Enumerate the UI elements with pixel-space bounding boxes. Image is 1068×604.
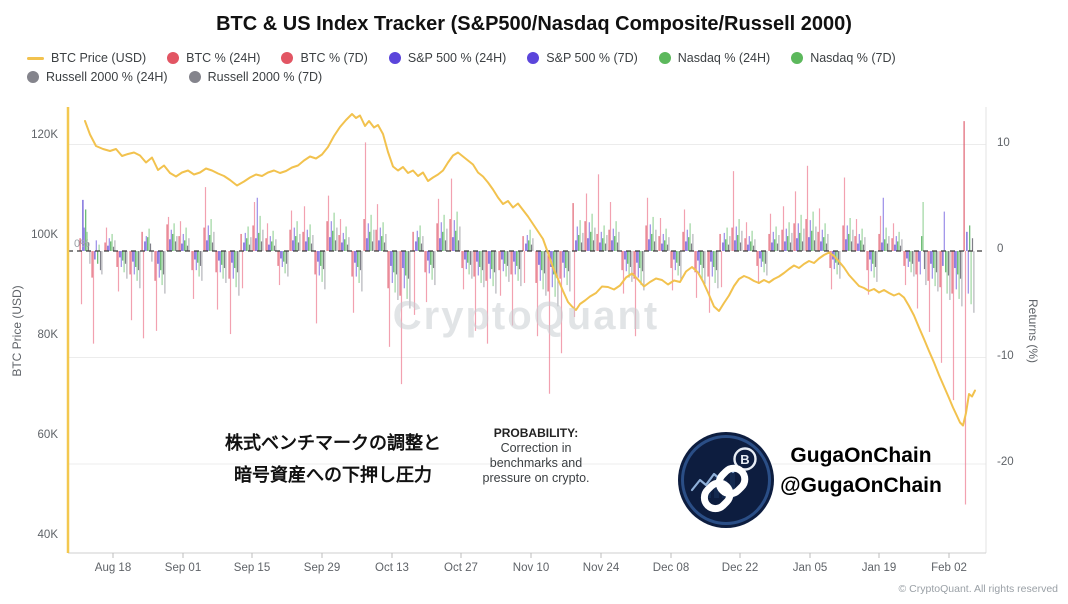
legend-dot-marker-icon [167, 52, 180, 64]
y-tick-label-left: 120K [31, 129, 58, 141]
legend-dot-marker-icon [658, 52, 671, 64]
x-tick-label: Feb 02 [931, 562, 967, 574]
probability-annotation: PROBABILITY: Correction in benchmarks an… [450, 426, 622, 486]
legend-item-3[interactable]: S&P 500 % (24H) [388, 51, 507, 65]
x-tick-label: Sep 15 [233, 562, 271, 574]
y-tick-label-right: 10 [997, 136, 1010, 149]
japanese-annotation-line1: 株式ベンチマークの調整と [225, 433, 441, 453]
y-tick-label-right: 0 [997, 243, 1004, 255]
copyright-note: © CryptoQuant. All rights reserved [898, 583, 1058, 595]
probability-title: PROBABILITY: [493, 426, 579, 440]
x-tick-label: Nov 24 [582, 562, 620, 574]
probability-line: benchmarks and [489, 456, 583, 470]
legend-dot-marker-icon [188, 71, 201, 83]
legend-label: Nasdaq % (24H) [677, 51, 771, 65]
x-tick-label: Aug 18 [94, 562, 132, 574]
legend-label: Russell 2000 % (24H) [46, 70, 168, 84]
zero-line-label: 0% [74, 238, 90, 250]
y-tick-label-right: -20 [997, 456, 1014, 468]
btc-price-line [84, 113, 976, 427]
y-tick-label-left: 60K [37, 429, 58, 441]
legend-item-1[interactable]: BTC % (24H) [167, 51, 260, 65]
legend-item-6[interactable]: Nasdaq % (7D) [791, 51, 896, 65]
y-tick-label-left: 40K [37, 529, 58, 541]
legend-dot-marker-icon [281, 52, 294, 64]
legend-label: BTC % (24H) [186, 51, 261, 65]
legend-item-0[interactable]: BTC Price (USD) [27, 51, 146, 65]
y-tick-label-right: -10 [997, 349, 1014, 362]
bitcoin-b-glyph: B [740, 452, 749, 467]
legend-item-8[interactable]: Russell 2000 % (7D) [188, 70, 323, 84]
legend: BTC Price (USD) BTC % (24H) BTC % (7D) S&P … [27, 51, 1053, 84]
legend-dot-marker-icon [791, 52, 804, 64]
x-tick-label: Dec 08 [652, 562, 690, 574]
brand-name: GugaOnChain [790, 444, 932, 467]
x-tick-label: Jan 19 [861, 562, 897, 574]
brand-text: GugaOnChain @GugaOnChain [766, 441, 956, 502]
x-tick-label: Oct 27 [444, 562, 478, 574]
chart-title: BTC & US Index Tracker (S&P500/Nasdaq Co… [216, 13, 852, 35]
japanese-annotation-line2: 暗号資産への下押し圧力 [234, 464, 432, 485]
x-tick-label: Oct 13 [375, 562, 409, 574]
right-axis-title: Returns (%) [1026, 298, 1040, 363]
x-tick-label: Jan 05 [792, 562, 828, 574]
legend-item-5[interactable]: Nasdaq % (24H) [658, 51, 771, 65]
legend-label: BTC Price (USD) [51, 51, 147, 65]
legend-line-marker-icon [27, 56, 44, 60]
chain-link-icon [700, 464, 749, 513]
y-tick-label-left: 80K [37, 329, 58, 341]
x-tick-label: Nov 10 [512, 562, 550, 574]
legend-label: BTC % (7D) [300, 51, 368, 65]
legend-dot-marker-icon [388, 52, 401, 64]
japanese-annotation: 株式ベンチマークの調整と 暗号資産への下押し圧力 [183, 428, 483, 491]
probability-line: Correction in [500, 441, 572, 455]
gugaonchain-logo: B [678, 432, 774, 528]
legend-dot-marker-icon [27, 71, 39, 83]
legend-label: Nasdaq % (7D) [810, 51, 896, 65]
y-tick-label-left: 100K [31, 229, 58, 241]
x-tick-label: Sep 29 [303, 562, 341, 574]
probability-line: pressure on crypto. [482, 471, 590, 485]
legend-dot-marker-icon [527, 52, 540, 64]
logo-bitcoin-circle [733, 447, 757, 471]
legend-label: S&P 500 % (7D) [546, 51, 638, 65]
x-tick-label: Dec 22 [721, 562, 759, 574]
legend-item-7[interactable]: Russell 2000 % (24H) [27, 70, 168, 84]
logo-ring [681, 435, 771, 525]
legend-item-2[interactable]: BTC % (7D) [281, 51, 368, 65]
x-tick-label: Sep 01 [164, 562, 202, 574]
brand-handle: @GugaOnChain [780, 474, 942, 498]
legend-item-4[interactable]: S&P 500 % (7D) [527, 51, 638, 65]
legend-label: S&P 500 % (24H) [407, 51, 507, 65]
legend-label: Russell 2000 % (7D) [207, 70, 323, 84]
